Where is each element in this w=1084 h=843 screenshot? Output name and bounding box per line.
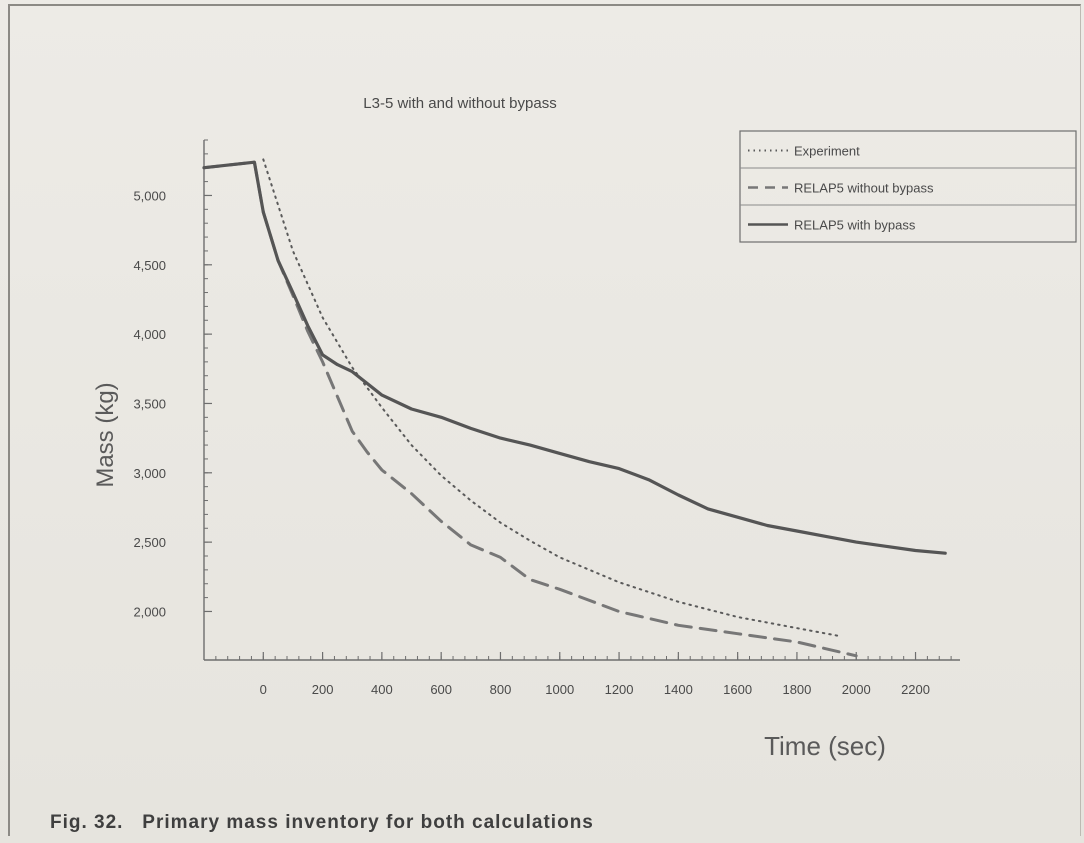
y-tick-label: 2,500 <box>133 535 166 550</box>
x-tick-label: 1600 <box>723 682 752 697</box>
x-tick-label: 200 <box>312 682 334 697</box>
series-line-1 <box>262 158 843 638</box>
series-line-2 <box>202 160 858 658</box>
x-tick-label: 1000 <box>545 682 574 697</box>
y-tick-label: 2,000 <box>133 604 166 619</box>
y-tick-label: 4,500 <box>133 258 166 273</box>
x-tick-label: 2200 <box>901 682 930 697</box>
legend-label-2: RELAP5 without bypass <box>794 181 934 196</box>
x-tick-label: 800 <box>490 682 512 697</box>
y-tick-label: 3,000 <box>133 466 166 481</box>
x-tick-label: 600 <box>430 682 452 697</box>
chart-title: L3-5 with and without bypass <box>363 95 556 112</box>
y-tick-label: 4,000 <box>133 327 166 342</box>
x-tick-label: 1400 <box>664 682 693 697</box>
y-axis-label: Mass (kg) <box>92 382 119 487</box>
x-tick-label: 2000 <box>842 682 871 697</box>
figure-caption: Fig. 32. Primary mass inventory for both… <box>50 812 594 833</box>
y-tick-label: 5,000 <box>133 188 166 203</box>
x-tick-label: 1200 <box>605 682 634 697</box>
x-tick-label: 400 <box>371 682 393 697</box>
series-line-3 <box>202 160 947 555</box>
x-tick-label: 1800 <box>782 682 811 697</box>
figure-frame <box>8 4 1081 836</box>
x-tick-label: 0 <box>260 682 267 697</box>
legend-label-1: Experiment <box>794 144 860 159</box>
x-axis-label: Time (sec) <box>764 731 886 761</box>
y-tick-label: 3,500 <box>133 396 166 411</box>
legend-label-3: RELAP5 with bypass <box>794 218 916 233</box>
legend-box <box>739 130 1077 243</box>
